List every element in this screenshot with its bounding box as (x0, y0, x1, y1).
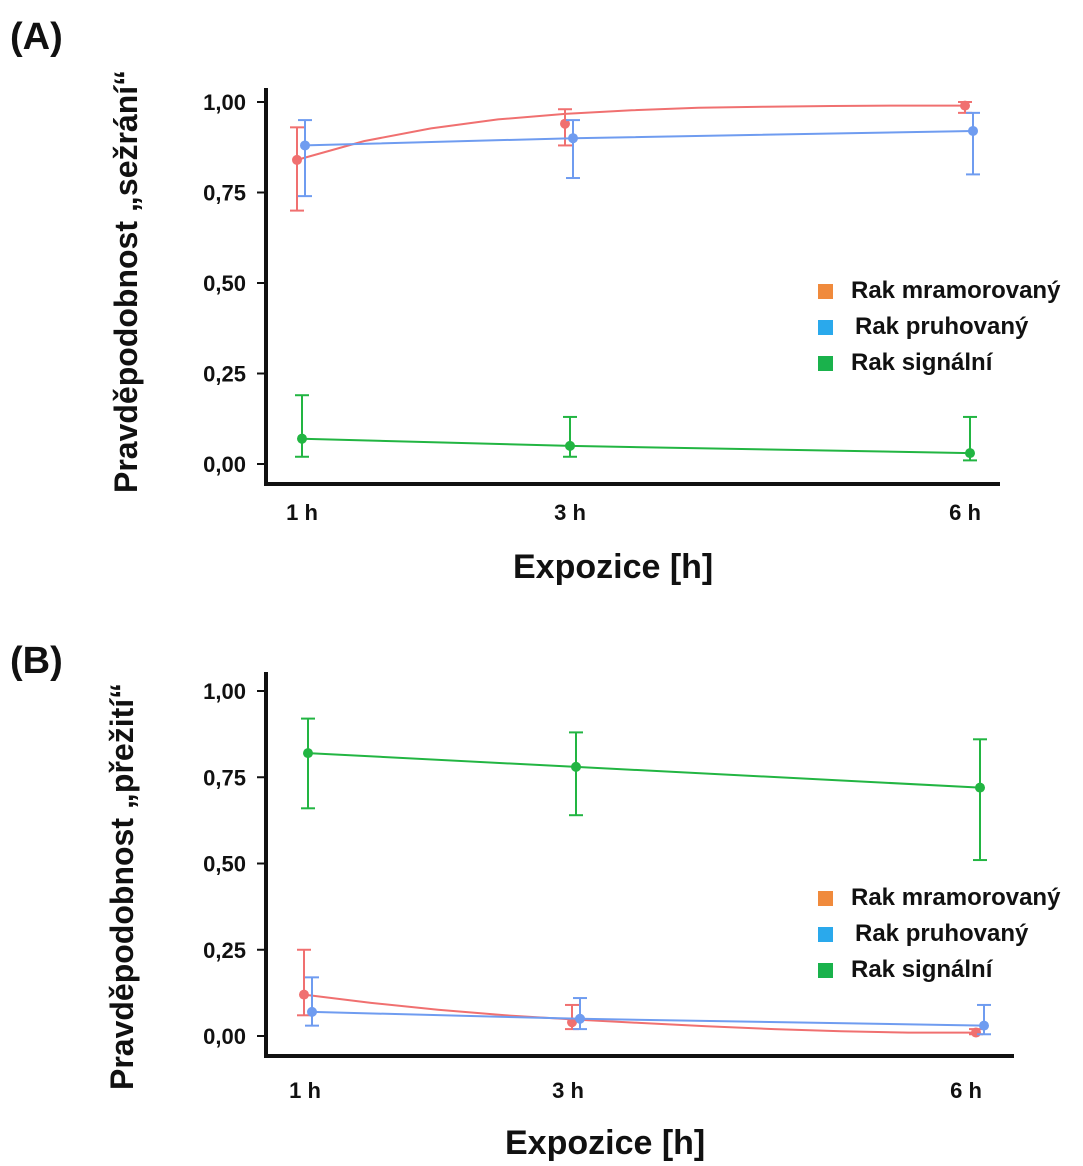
series-striped (305, 976, 991, 1036)
legend-item-striped: Rak pruhovaný (818, 916, 1060, 952)
panel-b-label: (B) (10, 640, 63, 682)
y-tick-label: 0,25 (203, 938, 246, 963)
x-tick-label: 1 h (289, 1078, 321, 1103)
legend-label-striped: Rak pruhovaný (855, 920, 1029, 947)
series-line (307, 752, 981, 789)
panel-b: (B) Pravděpodobnost „přežití“ 1,00 0,75 0,… (0, 600, 1083, 1166)
y-tick-label: 0,00 (203, 1024, 246, 1049)
legend-swatch-striped (818, 926, 833, 942)
legend-item-signal: Rak signální (818, 345, 1060, 381)
data-point (297, 433, 307, 444)
y-tick-label: 0,75 (203, 765, 246, 790)
data-point (307, 1006, 317, 1017)
data-point (300, 140, 310, 151)
x-tick-label: 6 h (950, 1078, 982, 1103)
legend-label-signal: Rak signální (851, 349, 993, 376)
series-line (296, 104, 965, 161)
x-tick-label: 1 h (286, 500, 318, 525)
x-tick-label: 3 h (552, 1078, 584, 1103)
legend-item-marbled: Rak mramorovaný (818, 273, 1060, 309)
data-point (571, 761, 581, 772)
legend-swatch-marbled (818, 283, 833, 299)
series-marbled (297, 948, 983, 1038)
legend-swatch-signal (818, 962, 833, 978)
legend-item-striped: Rak pruhovaný (818, 309, 1060, 345)
y-tick-label: 0,75 (203, 181, 246, 206)
panel-b-legend: Rak mramorovaný Rak pruhovaný Rak signál… (818, 880, 1060, 988)
series-line (301, 437, 971, 455)
legend-item-signal: Rak signální (818, 952, 1060, 988)
data-point (965, 448, 975, 459)
legend-swatch-marbled (818, 890, 833, 906)
x-tick-label: 3 h (554, 500, 586, 525)
panel-a: (A) Pravděpodobnost „sežrání“ 1,00 0,75 0,… (10, 16, 1060, 586)
y-tick-label: 0,25 (203, 362, 246, 387)
data-point (968, 125, 978, 136)
legend-swatch-striped (818, 319, 833, 335)
series-marbled (290, 100, 972, 212)
series-signal (295, 394, 977, 462)
legend-label-signal: Rak signální (851, 956, 993, 983)
panel-b-x-axis-label: Expozice [h] (505, 1124, 706, 1162)
data-point (568, 133, 578, 144)
y-tick-label: 1,00 (203, 679, 246, 704)
data-point (299, 989, 309, 1000)
data-point (560, 118, 570, 129)
data-point (567, 1017, 577, 1028)
data-point (303, 748, 313, 759)
y-tick-label: 1,00 (203, 90, 246, 115)
y-tick-label: 0,00 (203, 452, 246, 477)
legend-label-marbled: Rak mramorovaný (851, 277, 1061, 304)
data-point (575, 1013, 585, 1024)
legend-label-marbled: Rak mramorovaný (851, 884, 1061, 911)
data-point (979, 1020, 989, 1031)
series-signal (301, 717, 987, 862)
legend-item-marbled: Rak mramorovaný (818, 880, 1060, 916)
data-point (565, 440, 575, 451)
data-point (975, 782, 985, 793)
panel-b-plot: 1,00 0,75 0,50 0,25 0,00 1 h 3 h 6 h (203, 672, 1014, 1103)
panel-a-legend: Rak mramorovaný Rak pruhovaný Rak signál… (818, 273, 1060, 381)
series-line (303, 993, 976, 1034)
legend-label-striped: Rak pruhovaný (855, 313, 1029, 340)
y-tick-label: 0,50 (203, 852, 246, 877)
legend-swatch-signal (818, 355, 833, 371)
series-striped (298, 111, 980, 198)
data-point (971, 1027, 981, 1038)
data-point (960, 100, 970, 111)
y-tick-label: 0,50 (203, 271, 246, 296)
x-tick-label: 6 h (949, 500, 981, 525)
data-point (292, 154, 302, 165)
panel-a-plot: 1,00 0,75 0,50 0,25 0,00 1 h 3 h 6 h (203, 88, 1000, 525)
panel-a-x-axis-label: Expozice [h] (513, 548, 714, 586)
panel-a-label: (A) (10, 16, 63, 58)
